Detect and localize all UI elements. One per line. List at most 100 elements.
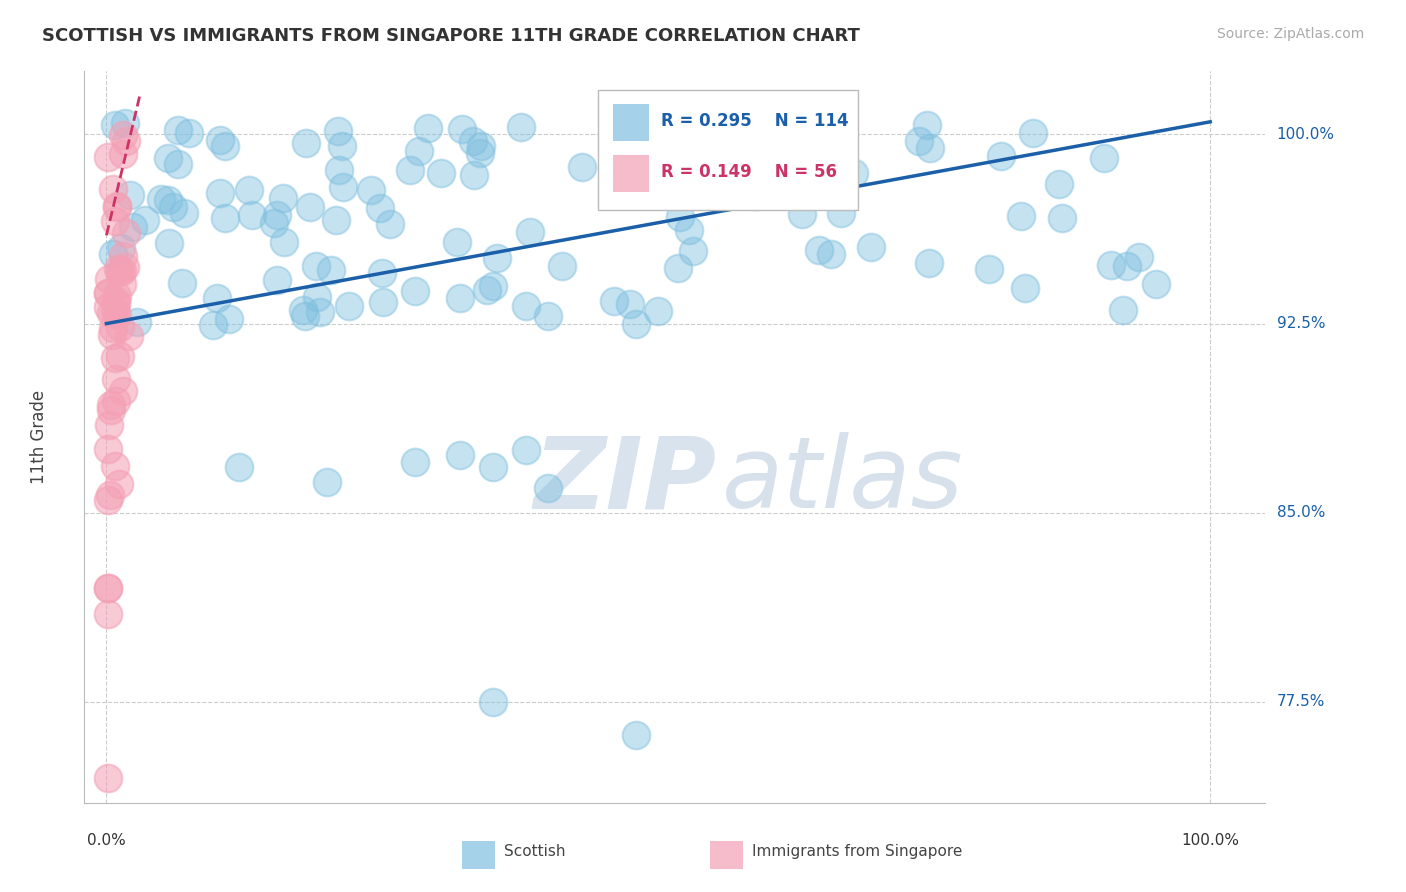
Point xyxy=(166,157,188,171)
Point xyxy=(111,384,134,399)
Point xyxy=(108,264,131,278)
Text: Immigrants from Singapore: Immigrants from Singapore xyxy=(752,845,962,859)
Point xyxy=(97,442,120,457)
Point xyxy=(100,327,122,342)
Point xyxy=(475,283,498,297)
Text: SCOTTISH VS IMMIGRANTS FROM SINGAPORE 11TH GRADE CORRELATION CHART: SCOTTISH VS IMMIGRANTS FROM SINGAPORE 11… xyxy=(42,27,860,45)
Point xyxy=(860,240,883,254)
Point xyxy=(1050,211,1073,226)
Point xyxy=(325,212,347,227)
Point xyxy=(619,297,641,311)
Point xyxy=(97,150,120,164)
Point xyxy=(294,136,316,150)
Point xyxy=(98,272,121,286)
Point xyxy=(360,183,382,197)
Point xyxy=(449,448,471,462)
Point xyxy=(371,266,394,280)
Point xyxy=(305,290,328,304)
Point xyxy=(666,260,689,275)
Point xyxy=(96,582,118,596)
Point xyxy=(179,126,201,140)
Point xyxy=(150,192,173,206)
Point xyxy=(481,695,503,709)
Point xyxy=(468,145,491,160)
Point xyxy=(104,372,127,386)
Point xyxy=(104,214,127,228)
Point xyxy=(515,299,537,313)
Point xyxy=(603,294,626,309)
Point xyxy=(104,459,127,474)
FancyBboxPatch shape xyxy=(613,155,650,192)
Point xyxy=(112,249,135,263)
Point xyxy=(214,139,236,153)
Point xyxy=(920,141,942,155)
Point xyxy=(368,201,391,215)
Point xyxy=(908,135,931,149)
Point xyxy=(418,121,440,136)
Point xyxy=(96,582,118,596)
Point xyxy=(321,262,343,277)
Text: 0.0%: 0.0% xyxy=(87,833,125,848)
Text: R = 0.149    N = 56: R = 0.149 N = 56 xyxy=(661,163,837,181)
Point xyxy=(157,235,180,250)
Point xyxy=(328,124,350,138)
Point xyxy=(332,179,354,194)
FancyBboxPatch shape xyxy=(463,841,495,869)
Point xyxy=(650,132,672,146)
Point xyxy=(266,273,288,287)
Point xyxy=(647,304,669,318)
Point xyxy=(1128,250,1150,264)
Point xyxy=(228,460,250,475)
Point xyxy=(238,183,260,197)
Point xyxy=(117,329,139,343)
Text: R = 0.295    N = 114: R = 0.295 N = 114 xyxy=(661,112,848,130)
Text: 11th Grade: 11th Grade xyxy=(31,390,48,484)
Point xyxy=(105,199,128,213)
Point xyxy=(110,320,132,334)
Point xyxy=(305,260,328,274)
Point xyxy=(537,481,560,495)
Point xyxy=(463,169,485,183)
Point xyxy=(792,207,814,221)
Text: Source: ZipAtlas.com: Source: ZipAtlas.com xyxy=(1216,27,1364,41)
Point xyxy=(105,289,128,303)
Point xyxy=(97,285,120,300)
Point xyxy=(551,259,574,273)
Point xyxy=(103,321,125,335)
Text: 77.5%: 77.5% xyxy=(1277,694,1324,709)
Point xyxy=(515,442,537,457)
Point xyxy=(156,194,179,208)
Point xyxy=(537,309,560,323)
Point xyxy=(156,151,179,165)
Point xyxy=(104,351,127,365)
Point xyxy=(626,317,648,331)
Point xyxy=(167,123,190,137)
Point xyxy=(1010,209,1032,223)
Point xyxy=(110,241,132,255)
Text: atlas: atlas xyxy=(723,433,963,530)
Point xyxy=(844,166,866,180)
Point xyxy=(104,302,127,317)
Point xyxy=(114,260,136,274)
FancyBboxPatch shape xyxy=(710,841,744,869)
Point xyxy=(108,476,131,491)
Point xyxy=(481,278,503,293)
Point xyxy=(510,120,533,135)
Text: Scottish: Scottish xyxy=(503,845,565,859)
Point xyxy=(173,206,195,220)
Point xyxy=(271,191,294,205)
Point xyxy=(100,306,122,320)
Point xyxy=(202,318,225,332)
Point xyxy=(105,200,128,214)
Point xyxy=(678,223,700,237)
Point xyxy=(273,235,295,249)
Point xyxy=(263,216,285,230)
Text: 85.0%: 85.0% xyxy=(1277,505,1324,520)
Point xyxy=(399,163,422,178)
Point xyxy=(915,118,938,132)
Point xyxy=(449,291,471,305)
Point xyxy=(104,118,127,132)
Point xyxy=(1144,277,1167,291)
Point xyxy=(172,276,194,290)
Point xyxy=(669,210,692,224)
